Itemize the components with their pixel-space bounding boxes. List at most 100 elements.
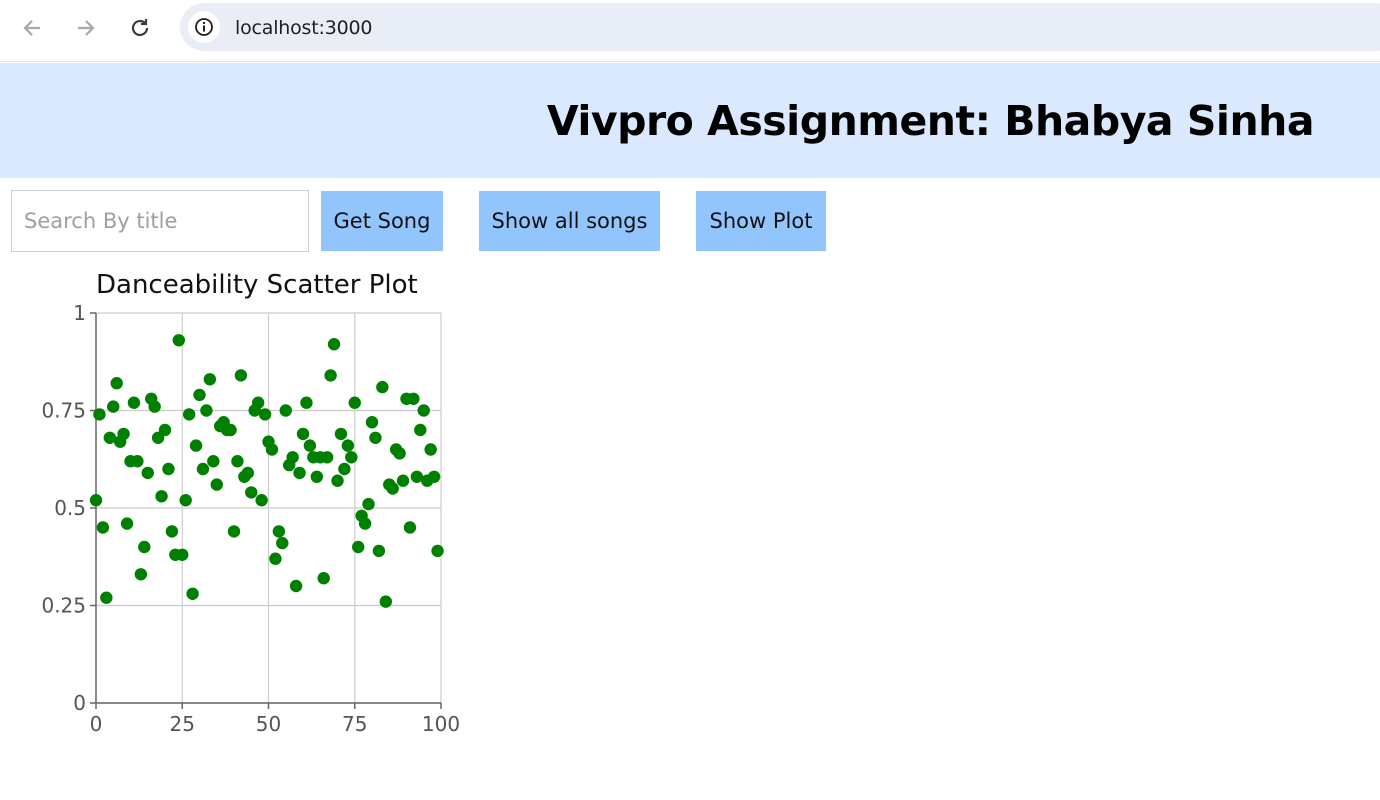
scatter-point [107, 400, 120, 413]
scatter-point [341, 439, 355, 452]
app-header: Vivpro Assignment: Bhabya Sinha [0, 63, 1380, 178]
scatter-point [179, 494, 192, 507]
scatter-point [296, 427, 310, 441]
scatter-point [210, 478, 223, 491]
scatter-point [410, 470, 424, 483]
scatter-chart: Danceability Scatter Plot 0 25 50 75 100 0 0.2… [0, 262, 470, 752]
scatter-point [100, 591, 113, 604]
scatter-point [376, 380, 389, 394]
scatter-point [327, 338, 341, 351]
scatter-point [289, 579, 303, 593]
scatter-point [379, 595, 392, 608]
scatter-point [251, 396, 265, 409]
scatter-point [265, 443, 279, 456]
scatter-point [231, 455, 244, 468]
scatter-point [134, 568, 148, 581]
page-title: Vivpro Assignment: Bhabya Sinha [546, 97, 1315, 145]
scatter-point [258, 408, 272, 421]
scatter-point [110, 377, 123, 390]
scatter-point [96, 521, 110, 534]
scatter-point [141, 466, 154, 480]
scatter-point [396, 474, 410, 487]
scatter-point [279, 404, 292, 417]
scatter-plot-svg: 0 25 50 75 100 0 0.25 0.5 0.75 1 [41, 301, 460, 736]
address-bar[interactable]: localhost:3000 [180, 3, 1380, 51]
scatter-point [127, 396, 141, 409]
browser-toolbar: localhost:3000 [0, 0, 1380, 62]
scatter-point [234, 369, 248, 382]
scatter-point [414, 423, 427, 437]
scatter-point [424, 443, 437, 456]
scatter-point [182, 408, 196, 421]
reload-icon[interactable] [124, 12, 156, 44]
scatter-point [393, 447, 406, 460]
scatter-point [158, 423, 172, 437]
scatter-point [186, 587, 199, 600]
x-tick-label: 50 [256, 712, 281, 736]
x-tick-label: 100 [422, 712, 460, 736]
scatter-point [303, 439, 317, 452]
scatter-point [162, 462, 175, 476]
x-tick-label: 75 [342, 712, 367, 736]
scatter-point [348, 396, 361, 409]
show-plot-button[interactable]: Show Plot [696, 191, 826, 251]
scatter-point [320, 451, 334, 464]
scatter-point [227, 525, 241, 538]
arrow-left-icon[interactable] [16, 12, 48, 44]
scatter-point [131, 455, 144, 468]
y-tick-label: 0 [73, 691, 86, 715]
url-text[interactable]: localhost:3000 [235, 17, 373, 39]
scatter-point [407, 392, 420, 405]
scatter-point [155, 490, 168, 503]
scatter-point [431, 544, 444, 558]
scatter-point [427, 470, 441, 483]
scatter-point [207, 455, 220, 468]
scatter-point [224, 423, 237, 437]
scatter-point [324, 369, 337, 382]
scatter-point [103, 431, 117, 444]
scatter-point [241, 466, 254, 480]
scatter-point [189, 439, 203, 452]
scatter-point [120, 517, 134, 530]
scatter-point [331, 474, 344, 487]
scatter-point [338, 462, 351, 476]
y-tick-label: 0.75 [41, 399, 86, 423]
show-all-songs-button[interactable]: Show all songs [479, 191, 660, 251]
scatter-point [310, 470, 323, 483]
chart-title: Danceability Scatter Plot [96, 270, 418, 300]
arrow-right-icon[interactable] [70, 12, 102, 44]
scatter-point [317, 572, 330, 585]
scatter-point [203, 373, 217, 386]
scatter-point [372, 544, 386, 558]
scatter-point [276, 536, 289, 550]
search-input[interactable] [11, 190, 309, 252]
scatter-point [255, 494, 268, 507]
y-tick-label: 0.25 [41, 594, 86, 618]
scatter-point [117, 427, 130, 441]
get-song-button[interactable]: Get Song [321, 191, 443, 251]
scatter-point [386, 482, 399, 495]
scatter-point [345, 451, 358, 464]
scatter-point [172, 334, 185, 347]
scatter-point [362, 497, 375, 511]
scatter-point [196, 462, 210, 476]
scatter-point [93, 408, 106, 421]
scatter-point [403, 521, 417, 534]
scatter-point [286, 451, 299, 464]
scatter-point [293, 466, 306, 480]
scatter-point [369, 431, 382, 444]
scatter-point [358, 517, 372, 530]
y-tick-label: 0.5 [54, 496, 86, 520]
x-tick-label: 0 [90, 712, 103, 736]
scatter-point [417, 404, 430, 417]
scatter-point [165, 525, 179, 538]
scatter-point [300, 396, 313, 409]
scatter-point [365, 416, 379, 429]
scatter-point [245, 486, 258, 499]
scatter-point [200, 404, 213, 417]
x-tick-label: 25 [170, 712, 195, 736]
info-icon[interactable] [188, 11, 220, 43]
scatter-point [334, 427, 348, 441]
scatter-point [89, 494, 103, 507]
scatter-point [269, 552, 282, 565]
